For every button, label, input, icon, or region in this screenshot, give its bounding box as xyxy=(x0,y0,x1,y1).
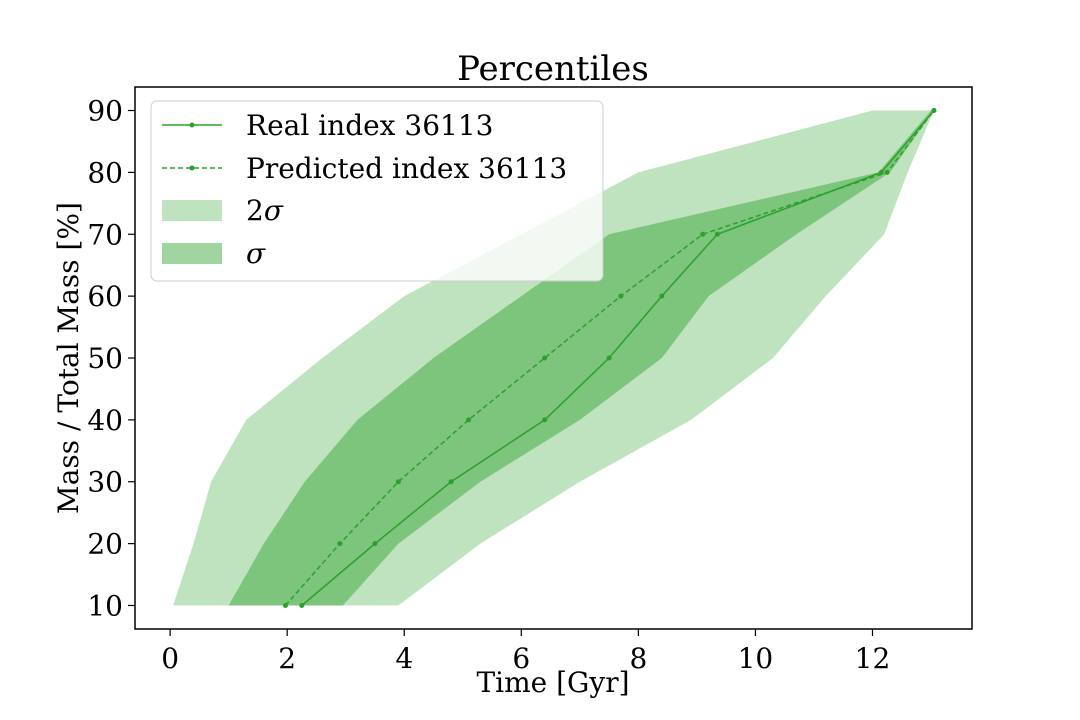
legend-box xyxy=(150,100,604,282)
x-tick-label: 6 xyxy=(512,642,530,675)
legend-real-marker xyxy=(189,122,195,128)
y-tick-label: 70 xyxy=(87,218,123,251)
y-tick-label: 10 xyxy=(87,589,123,622)
chart-title: Percentiles xyxy=(457,49,649,89)
series-point-predicted xyxy=(618,293,624,299)
y-axis-ticks: 10 20 30 40 50 60 70 80 90 xyxy=(87,95,135,622)
series-point-real xyxy=(542,417,548,423)
series-layer xyxy=(282,108,937,608)
series-point-predicted xyxy=(466,417,472,423)
x-tick-label: 8 xyxy=(629,642,647,675)
series-point-real xyxy=(372,541,378,547)
x-axis-label: Time [Gyr] xyxy=(476,666,629,699)
series-point-real xyxy=(878,169,884,175)
x-tick-label: 10 xyxy=(738,642,774,675)
series-point-predicted xyxy=(337,541,343,547)
x-tick-label: 2 xyxy=(278,642,296,675)
series-point-real xyxy=(714,231,720,237)
y-tick-label: 50 xyxy=(87,342,123,375)
legend-sigma-label: σ xyxy=(246,237,266,270)
series-line-predicted xyxy=(284,110,935,606)
y-axis-label: Mass / Total Mass [%] xyxy=(52,202,85,514)
legend-2sigma-label: 2σ xyxy=(246,194,284,227)
series-point-real xyxy=(659,293,665,299)
legend-sigma-swatch xyxy=(162,243,222,264)
y-tick-label: 90 xyxy=(87,95,123,128)
x-tick-label: 12 xyxy=(855,642,891,675)
legend-2sigma-symbol: σ xyxy=(264,194,284,227)
series-point-predicted xyxy=(700,231,706,237)
legend-2sigma-number: 2 xyxy=(246,194,264,227)
series-point-real xyxy=(606,355,612,361)
y-tick-label: 20 xyxy=(87,528,123,561)
band-2sigma xyxy=(173,110,934,606)
y-tick-label: 60 xyxy=(87,280,123,313)
series-point-real xyxy=(448,479,454,485)
x-tick-label: 0 xyxy=(161,642,179,675)
series-point-real xyxy=(299,602,305,608)
series-point-predicted xyxy=(931,108,937,114)
series-point-predicted xyxy=(395,479,401,485)
y-tick-label: 30 xyxy=(87,466,123,499)
x-tick-label: 4 xyxy=(395,642,413,675)
legend-predicted-label: Predicted index 36113 xyxy=(246,152,567,185)
legend-predicted-marker xyxy=(189,165,195,171)
band-sigma xyxy=(228,110,934,606)
legend: Real index 36113 Predicted index 36113 2… xyxy=(150,100,604,282)
legend-real-label: Real index 36113 xyxy=(246,109,493,142)
band-layer xyxy=(173,110,934,606)
y-tick-label: 80 xyxy=(87,156,123,189)
legend-2sigma-swatch xyxy=(162,200,222,221)
series-point-predicted xyxy=(542,355,548,361)
series-point-predicted xyxy=(282,602,288,608)
y-tick-label: 40 xyxy=(87,404,123,437)
x-axis-ticks: 0 2 4 6 8 10 12 xyxy=(161,629,890,675)
series-point-predicted xyxy=(884,169,890,175)
